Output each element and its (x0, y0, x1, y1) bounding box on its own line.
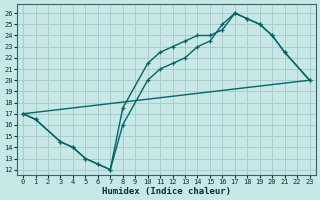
X-axis label: Humidex (Indice chaleur): Humidex (Indice chaleur) (102, 187, 231, 196)
